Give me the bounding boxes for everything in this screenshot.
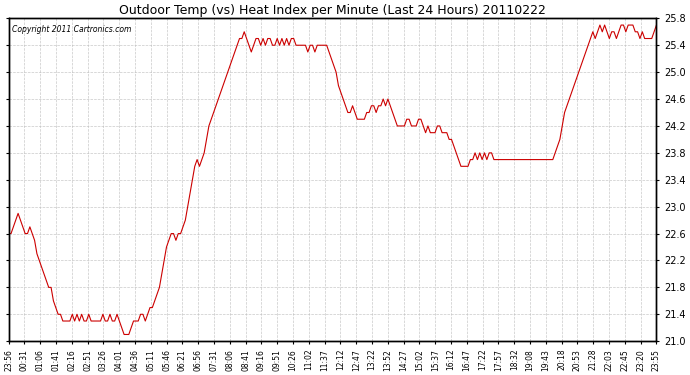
Title: Outdoor Temp (vs) Heat Index per Minute (Last 24 Hours) 20110222: Outdoor Temp (vs) Heat Index per Minute … bbox=[119, 4, 546, 17]
Text: Copyright 2011 Cartronics.com: Copyright 2011 Cartronics.com bbox=[12, 25, 131, 34]
